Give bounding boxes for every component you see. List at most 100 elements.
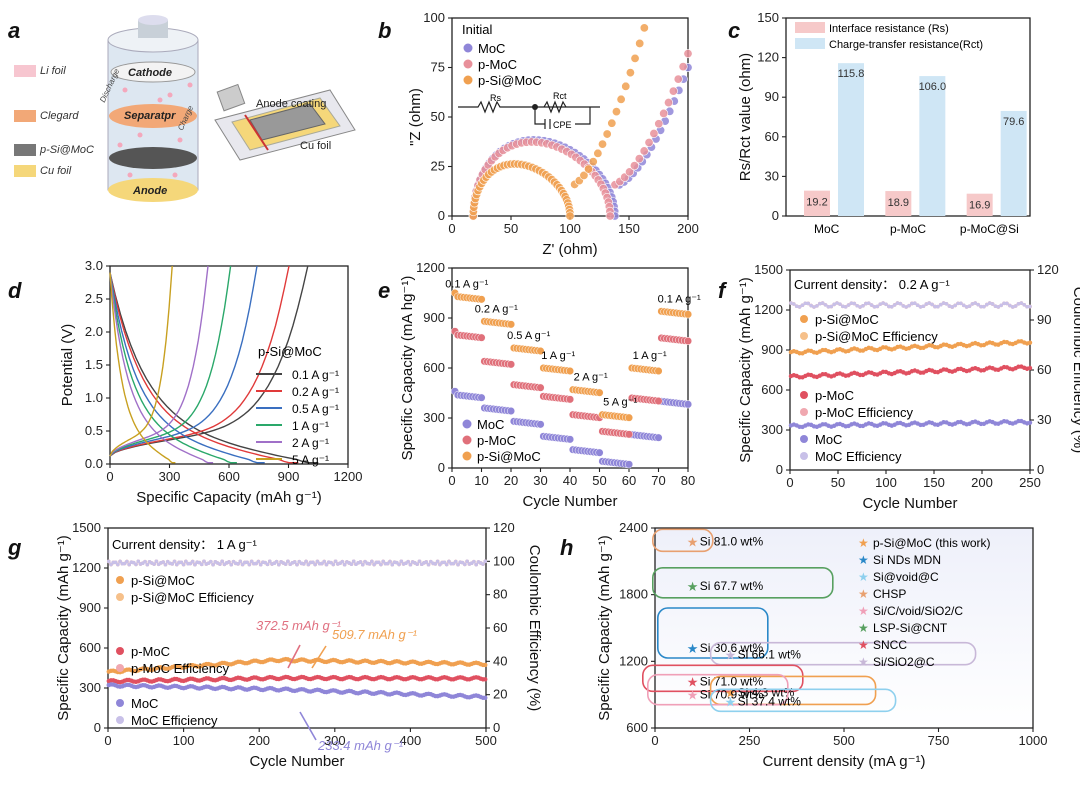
x-tick-label: 200 bbox=[971, 475, 993, 490]
legend-label: MoC Efficiency bbox=[815, 449, 902, 464]
data-point bbox=[605, 211, 615, 221]
efficiency-point bbox=[947, 304, 952, 308]
x-tick-label: 300 bbox=[159, 469, 181, 484]
condition-note: Current density： 0.2 A g⁻¹ bbox=[794, 277, 950, 292]
panel-label-g: g bbox=[8, 535, 22, 560]
legend-label: 0.5 A g⁻¹ bbox=[292, 402, 339, 416]
efficiency-point bbox=[249, 559, 254, 564]
battery-schematic bbox=[14, 15, 356, 202]
efficiency-point bbox=[134, 562, 138, 567]
efficiency-point bbox=[944, 302, 949, 306]
x-category-label: p-MoC@Si bbox=[960, 222, 1019, 236]
efficiency-point bbox=[209, 559, 213, 564]
y2-tick-label: 100 bbox=[493, 553, 515, 568]
efficiency-point bbox=[154, 559, 159, 564]
legend-label: MoC bbox=[131, 696, 158, 711]
data-point bbox=[477, 393, 486, 402]
x-tick-label: 100 bbox=[173, 733, 195, 748]
efficiency-point bbox=[127, 562, 131, 567]
point-label: Si 66.1 wt% bbox=[738, 648, 802, 662]
y-tick-label: 0 bbox=[438, 460, 445, 475]
discharge-curve bbox=[109, 272, 299, 464]
efficiency-point bbox=[358, 560, 363, 564]
efficiency-point bbox=[987, 301, 992, 305]
y-tick-label: 30 bbox=[765, 168, 779, 183]
efficiency-point bbox=[826, 304, 831, 309]
efficiency-point bbox=[878, 302, 883, 306]
legend-marker bbox=[800, 452, 808, 460]
y-tick-label: 1.5 bbox=[85, 357, 103, 372]
efficiency-point bbox=[313, 562, 317, 567]
circuit-label: CPE bbox=[553, 120, 572, 130]
data-point bbox=[654, 119, 664, 129]
x-tick-label: 60 bbox=[622, 473, 636, 488]
y-tick-label: 300 bbox=[761, 422, 783, 437]
efficiency-point bbox=[855, 303, 859, 308]
efficiency-point bbox=[812, 305, 816, 309]
legend-marker: ★ bbox=[858, 553, 869, 567]
legend-label: 1 A g⁻¹ bbox=[292, 419, 329, 433]
efficiency-point bbox=[1008, 303, 1012, 308]
efficiency-point bbox=[924, 302, 929, 306]
efficiency-point bbox=[311, 560, 315, 565]
efficiency-point bbox=[820, 301, 825, 305]
efficiency-point bbox=[982, 304, 986, 309]
x-tick-label: 0 bbox=[448, 221, 455, 236]
legend-label: p-MoC Efficiency bbox=[815, 405, 914, 420]
data-point bbox=[584, 164, 594, 174]
x-tick-label: 40 bbox=[563, 473, 577, 488]
efficiency-point bbox=[143, 559, 147, 564]
x-tick-label: 750 bbox=[928, 733, 950, 748]
y2-axis-label: Coulombic Efficiency (%) bbox=[1070, 287, 1080, 453]
annotation-label: 372.5 mAh g⁻¹ bbox=[256, 618, 342, 633]
legend-label: p-Si@MoC Efficiency bbox=[815, 329, 938, 344]
data-point bbox=[668, 86, 678, 96]
y2-tick-label: 0 bbox=[493, 720, 500, 735]
bar bbox=[838, 63, 864, 217]
legend-swatch bbox=[795, 22, 825, 33]
bar bbox=[804, 190, 830, 216]
legend-label: p-Si@MoC bbox=[131, 573, 195, 588]
efficiency-point bbox=[256, 559, 261, 564]
efficiency-point bbox=[397, 562, 401, 567]
data-point bbox=[483, 662, 488, 668]
x-tick-label: 900 bbox=[278, 469, 300, 484]
legend-marker bbox=[463, 59, 473, 69]
efficiency-point bbox=[190, 559, 195, 564]
efficiency-point bbox=[333, 559, 338, 564]
y-tick-label: 900 bbox=[423, 310, 445, 325]
legend-psimoc: p-Si@MoC bbox=[40, 144, 94, 156]
panel-label-c: c bbox=[728, 18, 741, 43]
efficiency-point bbox=[152, 562, 156, 566]
efficiency-point bbox=[181, 562, 186, 567]
highlight-blob bbox=[709, 675, 877, 706]
efficiency-point bbox=[453, 559, 458, 564]
y-tick-label: 75 bbox=[431, 60, 445, 75]
circuit-rct bbox=[543, 100, 567, 114]
x-tick-label: 80 bbox=[681, 473, 695, 488]
x-tick-label: 70 bbox=[651, 473, 665, 488]
y2-tick-label: 60 bbox=[1037, 362, 1051, 377]
y2-tick-label: 80 bbox=[493, 587, 507, 602]
efficiency-point bbox=[967, 304, 972, 308]
legend-label: MoC Efficiency bbox=[131, 713, 218, 728]
data-point bbox=[483, 677, 488, 682]
legend-marker bbox=[463, 43, 473, 53]
legend-label: MoC bbox=[815, 432, 842, 447]
legend-marker: ★ bbox=[858, 655, 869, 669]
data-point bbox=[630, 53, 640, 63]
data-point bbox=[565, 435, 575, 444]
efficiency-point bbox=[113, 560, 118, 565]
efficiency-point bbox=[921, 304, 926, 309]
panel-label-h: h bbox=[560, 535, 574, 560]
y-tick-label: 100 bbox=[423, 10, 445, 25]
legend-label: CHSP bbox=[873, 587, 906, 601]
data-point bbox=[639, 146, 649, 156]
legend-swatch bbox=[795, 38, 825, 49]
legend-label: 2 A g⁻¹ bbox=[292, 436, 329, 450]
circuit-label: Rct bbox=[553, 91, 567, 101]
efficiency-point bbox=[915, 303, 920, 307]
efficiency-point bbox=[1010, 305, 1015, 309]
efficiency-point bbox=[941, 301, 946, 305]
legend-label: p-MoC bbox=[478, 57, 517, 72]
